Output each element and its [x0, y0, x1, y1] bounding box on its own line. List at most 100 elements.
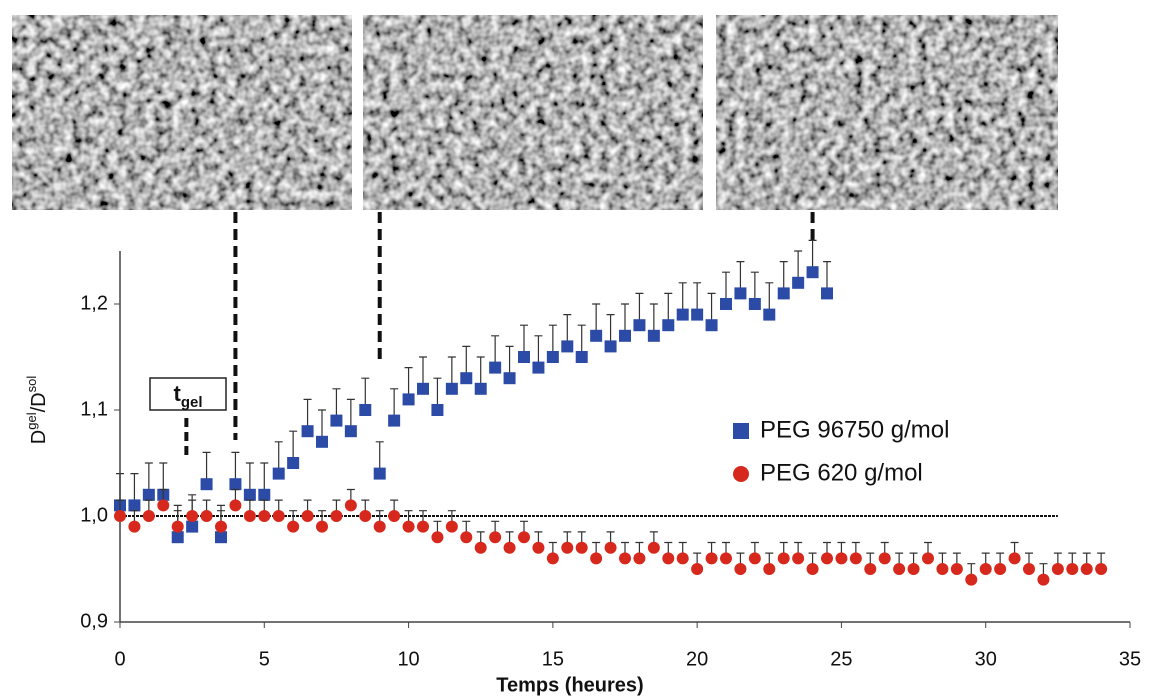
marker	[662, 319, 675, 332]
marker	[907, 563, 920, 575]
marker	[128, 520, 141, 533]
marker	[647, 541, 660, 554]
marker	[171, 531, 184, 544]
marker	[1008, 552, 1021, 565]
marker	[979, 563, 992, 575]
marker	[604, 340, 617, 353]
marker	[200, 510, 213, 522]
x-tick-label: 20	[686, 648, 708, 670]
marker	[532, 541, 545, 554]
marker	[878, 552, 891, 565]
marker	[373, 467, 386, 480]
marker	[359, 510, 372, 522]
marker	[633, 319, 646, 332]
marker	[922, 552, 934, 565]
marker	[215, 531, 227, 544]
sem-image	[716, 15, 1058, 210]
marker	[1095, 563, 1108, 575]
marker	[388, 414, 401, 427]
marker	[287, 457, 300, 469]
marker	[474, 541, 487, 554]
y-label-part: /D	[28, 392, 50, 412]
y-label-part: D	[28, 430, 50, 444]
marker	[301, 510, 314, 522]
marker	[503, 372, 516, 385]
marker	[503, 541, 516, 554]
annotation-part: t	[173, 381, 181, 406]
legend-marker	[733, 466, 749, 482]
x-tick-label: 10	[397, 648, 419, 670]
y-tick-label: 1,1	[80, 398, 108, 420]
marker	[575, 541, 588, 554]
sem-image	[12, 15, 352, 210]
marker	[821, 552, 833, 565]
x-tick-label: 30	[975, 648, 997, 670]
marker	[229, 499, 242, 512]
marker	[994, 563, 1007, 575]
marker	[142, 488, 155, 501]
marker	[893, 563, 906, 575]
marker	[763, 563, 776, 575]
marker	[720, 298, 732, 310]
marker	[301, 425, 314, 438]
marker	[114, 510, 126, 522]
marker	[518, 351, 530, 363]
x-tick-label: 15	[542, 648, 564, 670]
marker	[258, 510, 271, 522]
sem-image	[363, 15, 703, 210]
marker	[734, 287, 747, 300]
marker	[590, 329, 603, 342]
marker	[344, 425, 357, 438]
marker	[272, 510, 285, 522]
marker	[821, 287, 833, 300]
marker	[705, 319, 718, 332]
marker	[1066, 563, 1079, 575]
marker	[546, 552, 559, 565]
annotation-box	[149, 377, 227, 411]
marker	[575, 351, 588, 363]
marker	[243, 488, 256, 501]
marker	[792, 276, 805, 289]
marker	[950, 563, 963, 575]
marker	[402, 393, 415, 406]
marker	[1080, 563, 1093, 575]
marker	[316, 520, 328, 533]
y-axis-label: Dgel/Dsol	[24, 376, 50, 445]
x-tick-label: 25	[830, 648, 852, 670]
marker	[965, 573, 978, 586]
marker	[373, 520, 386, 533]
marker	[676, 552, 689, 565]
marker	[691, 308, 704, 321]
x-tick-label: 0	[114, 648, 125, 670]
y-label-part: gel	[24, 412, 39, 429]
marker	[1023, 563, 1035, 575]
marker	[763, 308, 776, 321]
marker	[417, 382, 429, 395]
annotation-part: gel	[181, 394, 203, 411]
marker	[474, 382, 487, 395]
marker	[229, 478, 242, 491]
marker	[777, 552, 790, 565]
marker	[1037, 573, 1050, 586]
y-label-part: sol	[24, 376, 39, 393]
y-tick-label: 1,0	[80, 504, 108, 526]
marker	[489, 361, 502, 374]
marker	[417, 520, 429, 533]
marker	[835, 552, 848, 565]
marker	[359, 404, 372, 416]
marker	[431, 531, 444, 544]
marker	[748, 298, 761, 310]
x-tick-label: 5	[259, 648, 270, 670]
marker	[445, 382, 458, 395]
marker	[619, 329, 631, 342]
marker	[676, 308, 689, 321]
marker	[561, 340, 574, 353]
marker	[1051, 563, 1064, 575]
marker	[344, 499, 357, 512]
marker	[142, 510, 155, 522]
marker	[561, 541, 574, 554]
marker	[662, 552, 675, 565]
x-axis-label: Temps (heures)	[496, 674, 643, 696]
marker	[691, 563, 704, 575]
marker	[590, 552, 603, 565]
